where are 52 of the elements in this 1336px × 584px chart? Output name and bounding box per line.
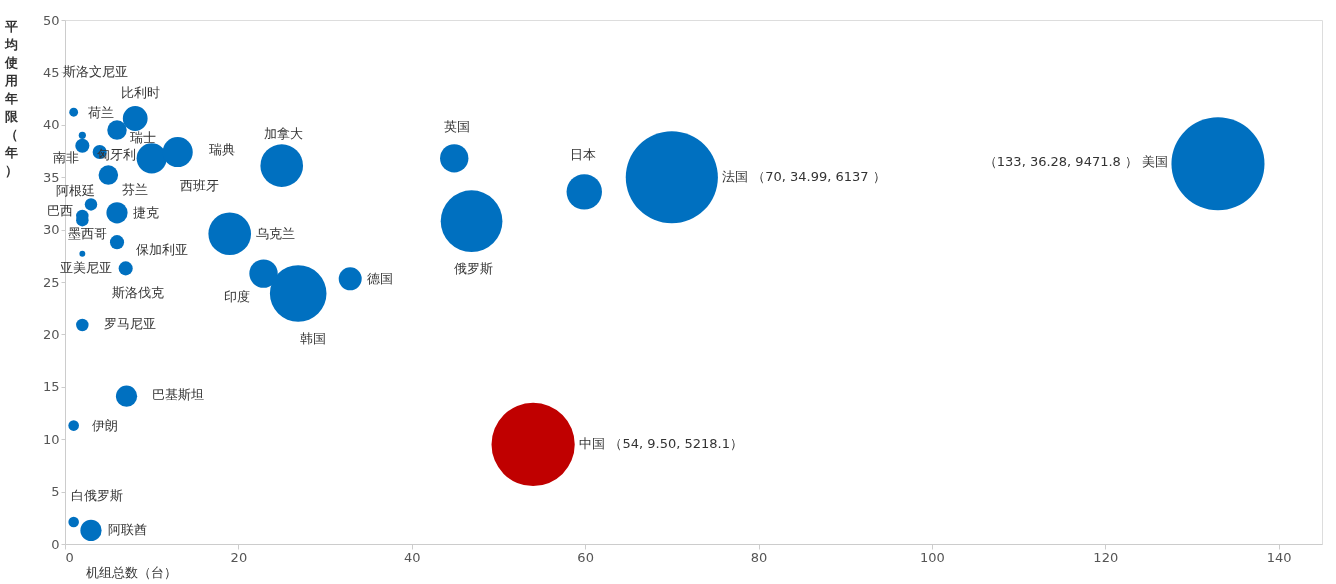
x-tick-label: 60 <box>577 549 594 565</box>
data-label: 伊朗 <box>91 417 118 433</box>
text: 平均使用年限（年） <box>4 18 18 178</box>
data-label: 巴西 <box>47 202 74 218</box>
y-tick-label: 5 <box>51 484 60 500</box>
x-tick-label: 100 <box>919 549 945 565</box>
data-label: 巴基斯坦 <box>151 387 204 403</box>
data-label: （133, 36.28, 9471.8 ） 美国 <box>983 153 1169 169</box>
data-label: 德国 <box>367 270 394 286</box>
data-label: 墨西哥 <box>67 226 107 242</box>
data-label: 法国 （70, 34.99, 6137 ） <box>722 169 886 185</box>
y-tick-label: 25 <box>42 274 60 290</box>
y-tick-label: 40 <box>42 117 60 133</box>
y-tick-label: 30 <box>42 222 60 238</box>
x-tick-label: 40 <box>403 549 421 565</box>
y-tick-label: 35 <box>42 169 60 185</box>
data-label: 斯洛文尼亚 <box>63 64 129 80</box>
data-label: 斯洛伐克 <box>111 285 164 301</box>
x-tick-label: 120 <box>1093 549 1119 565</box>
data-label: 印度 <box>223 288 250 304</box>
data-label: 加拿大 <box>264 125 304 141</box>
x-axis-title: 机组总数（台） <box>85 564 177 580</box>
data-label: 保加利亚 <box>136 242 189 258</box>
data-label: 瑞士 <box>130 130 157 146</box>
data-label: 南非 <box>53 149 80 165</box>
y-tick-label: 45 <box>42 64 60 80</box>
data-label: 日本 <box>570 146 597 162</box>
x-tick-label: 0 <box>65 549 74 565</box>
data-label: 白俄罗斯 <box>70 487 123 503</box>
data-label: 英国 <box>444 119 471 135</box>
y-tick-label: 50 <box>42 12 60 28</box>
data-label: 罗马尼亚 <box>104 315 157 331</box>
data-label: 西班牙 <box>180 178 220 194</box>
y-tick-label: 0 <box>51 536 60 552</box>
data-label: 乌克兰 <box>256 225 296 241</box>
data-label: 比利时 <box>120 84 160 100</box>
x-tick-label: 20 <box>230 549 248 565</box>
y-tick-label: 10 <box>42 431 60 447</box>
y-tick-label: 20 <box>42 326 60 342</box>
data-label: 捷克 <box>133 204 160 220</box>
data-label: 中国 （54, 9.50, 5218.1） <box>579 436 743 452</box>
data-label: 俄罗斯 <box>454 261 494 277</box>
data-label: 阿根廷 <box>55 183 95 199</box>
x-tick-label: 140 <box>1266 549 1292 565</box>
data-label: 瑞典 <box>208 142 235 158</box>
data-label: 韩国 <box>300 330 327 346</box>
data-label: 荷兰 <box>88 105 115 121</box>
y-tick-label: 15 <box>42 379 60 395</box>
data-label: 芬兰 <box>122 182 149 198</box>
x-tick-label: 80 <box>750 549 768 565</box>
data-label: 阿联酋 <box>107 522 147 538</box>
data-label: 亚美尼亚 <box>60 259 113 275</box>
